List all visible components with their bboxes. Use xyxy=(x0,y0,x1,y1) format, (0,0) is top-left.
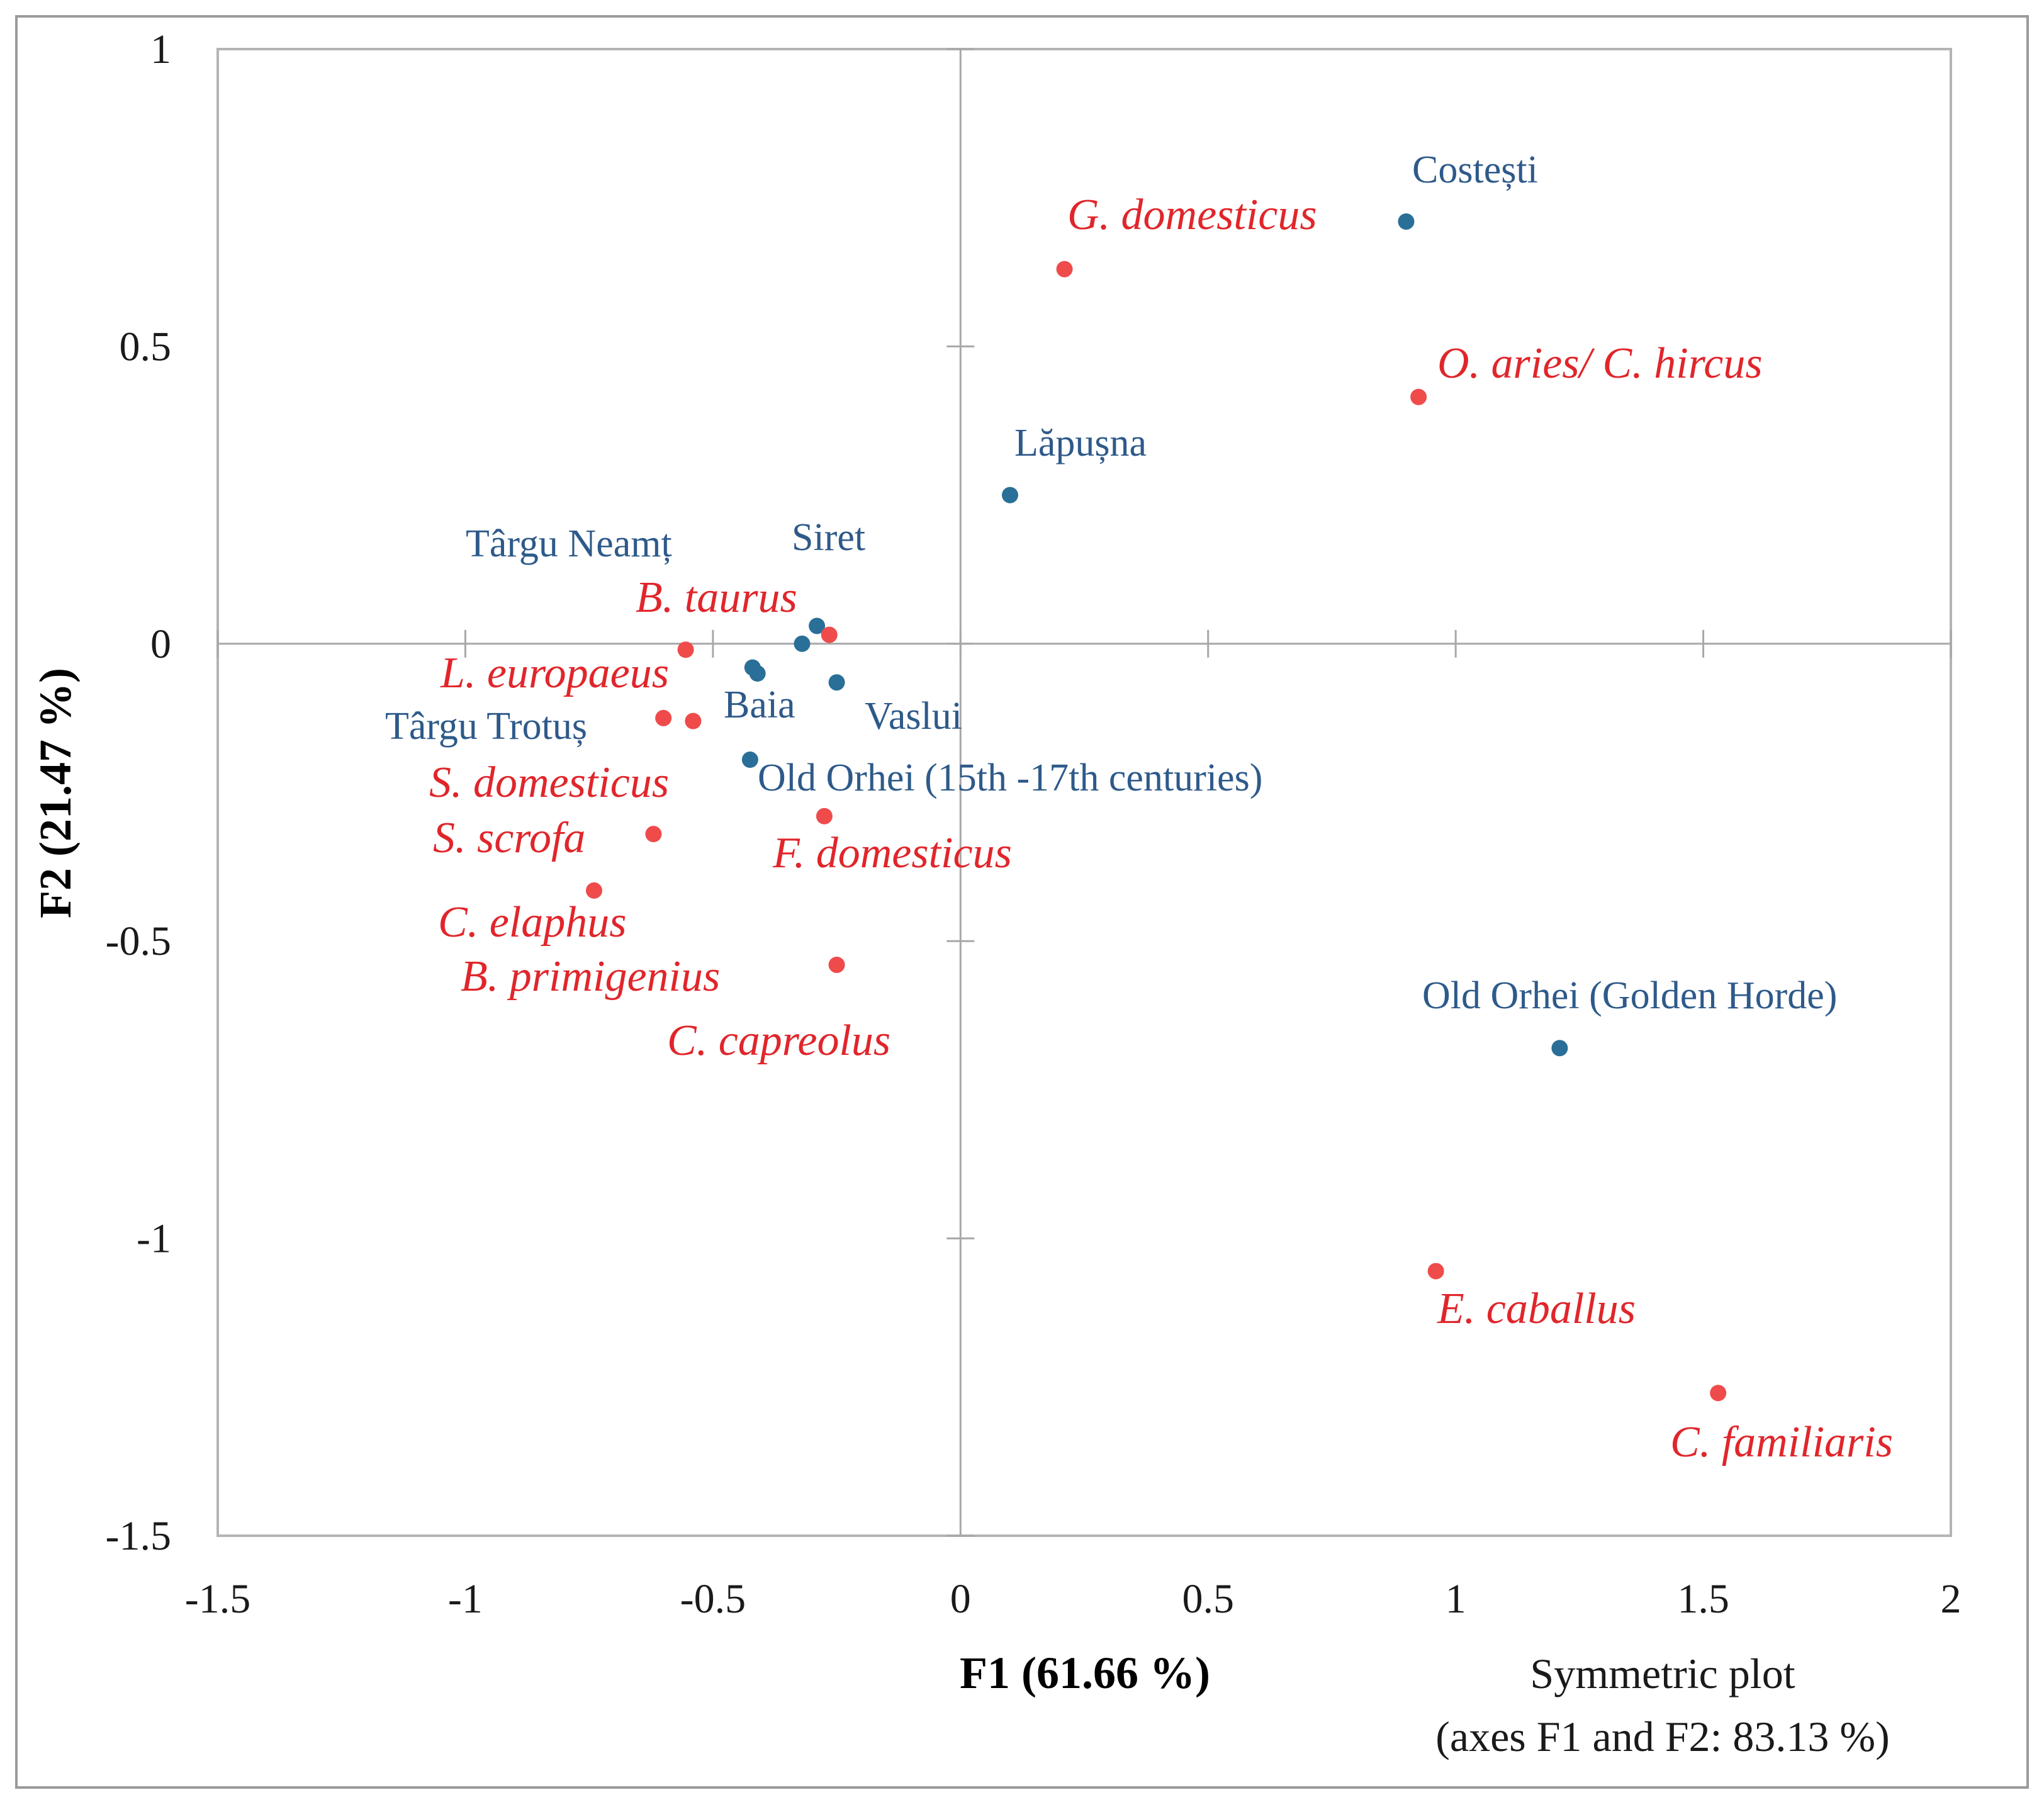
site-point xyxy=(744,659,761,676)
label-l-europaeus: L. europaeus xyxy=(440,649,669,697)
site-point xyxy=(1398,213,1415,230)
plot-caption-subtitle: (axes F1 and F2: 83.13 %) xyxy=(1435,1713,1889,1760)
label-costesti: Costești xyxy=(1412,149,1538,191)
species-point xyxy=(1427,1263,1444,1280)
species-point xyxy=(816,808,833,825)
species-point xyxy=(655,709,672,726)
label-siret: Siret xyxy=(792,516,865,559)
x-tick-label: -1.5 xyxy=(185,1576,250,1622)
y-tick-label: 0.5 xyxy=(120,324,172,369)
y-tick-label: -1.5 xyxy=(106,1513,171,1559)
species-point xyxy=(677,641,694,658)
site-point xyxy=(809,617,826,634)
data-points xyxy=(586,213,1727,1402)
y-tick-label: 1 xyxy=(150,26,171,72)
label-s-scrofa: S. scrofa xyxy=(433,814,585,862)
series-species xyxy=(586,261,1727,1402)
species-point xyxy=(685,712,702,729)
label-targu-neamt: Târgu Neamț xyxy=(466,522,672,565)
plot-area-border xyxy=(216,48,1952,1537)
x-tick-label: 0.5 xyxy=(1182,1576,1234,1622)
label-old-orhei-15-17: Old Orhei (15th -17th centuries) xyxy=(758,757,1262,799)
label-b-primigenius: B. primigenius xyxy=(461,952,720,1001)
label-c-familiaris: C. familiaris xyxy=(1670,1418,1893,1466)
y-tick-label: -0.5 xyxy=(106,918,171,964)
label-baia: Baia xyxy=(724,684,795,726)
y-axis-ticks: 1 0.5 0 -0.5 -1 -1.5 xyxy=(106,26,975,1559)
x-tick-label: 1.5 xyxy=(1677,1576,1729,1622)
x-tick-label: -1 xyxy=(448,1576,483,1622)
site-point xyxy=(1001,487,1018,504)
point-labels: Costești Lăpușna Siret Târgu Neamț Baia … xyxy=(385,149,1893,1466)
species-point xyxy=(1410,388,1427,405)
axes-lines xyxy=(218,49,1951,1536)
label-lapusna: Lăpușna xyxy=(1014,422,1147,464)
species-point xyxy=(821,626,838,643)
species-point xyxy=(586,882,603,899)
label-targu-trotus: Târgu Trotuș xyxy=(385,705,587,748)
species-point xyxy=(1056,261,1073,278)
series-sites xyxy=(741,213,1568,1057)
y-tick-label: -1 xyxy=(137,1216,171,1262)
label-b-taurus: B. taurus xyxy=(636,573,797,622)
x-tick-label: 2 xyxy=(1941,1576,1962,1622)
x-tick-label: 1 xyxy=(1446,1576,1466,1622)
label-old-orhei-golden-horde: Old Orhei (Golden Horde) xyxy=(1422,974,1837,1017)
x-axis-title: F1 (61.66 %) xyxy=(960,1648,1210,1698)
label-e-caballus: E. caballus xyxy=(1437,1285,1636,1333)
y-axis-title: F2 (21.47 %) xyxy=(30,668,81,918)
site-point xyxy=(828,674,845,691)
label-c-elaphus: C. elaphus xyxy=(438,898,626,947)
x-axis-ticks: -1.5 -1 -0.5 0 0.5 1 1.5 2 xyxy=(185,629,1962,1622)
label-o-aries-c-hircus: O. aries/ C. hircus xyxy=(1437,339,1763,388)
label-g-domesticus: G. domesticus xyxy=(1067,191,1317,239)
species-point xyxy=(645,826,662,843)
plot-caption-title: Symmetric plot xyxy=(1530,1650,1795,1697)
site-point xyxy=(741,752,758,768)
label-c-capreolus: C. capreolus xyxy=(667,1016,890,1065)
site-point xyxy=(1551,1040,1568,1057)
x-tick-label: 0 xyxy=(950,1576,971,1622)
species-point xyxy=(1710,1385,1727,1402)
site-point xyxy=(794,635,811,652)
species-point xyxy=(828,956,845,973)
label-vaslui: Vaslui xyxy=(865,695,962,738)
label-f-domesticus: F. domesticus xyxy=(772,829,1012,877)
x-tick-label: -0.5 xyxy=(680,1576,746,1622)
outer-border xyxy=(15,15,2029,1789)
y-tick-label: 0 xyxy=(150,621,171,667)
label-s-domesticus: S. domesticus xyxy=(429,758,669,807)
